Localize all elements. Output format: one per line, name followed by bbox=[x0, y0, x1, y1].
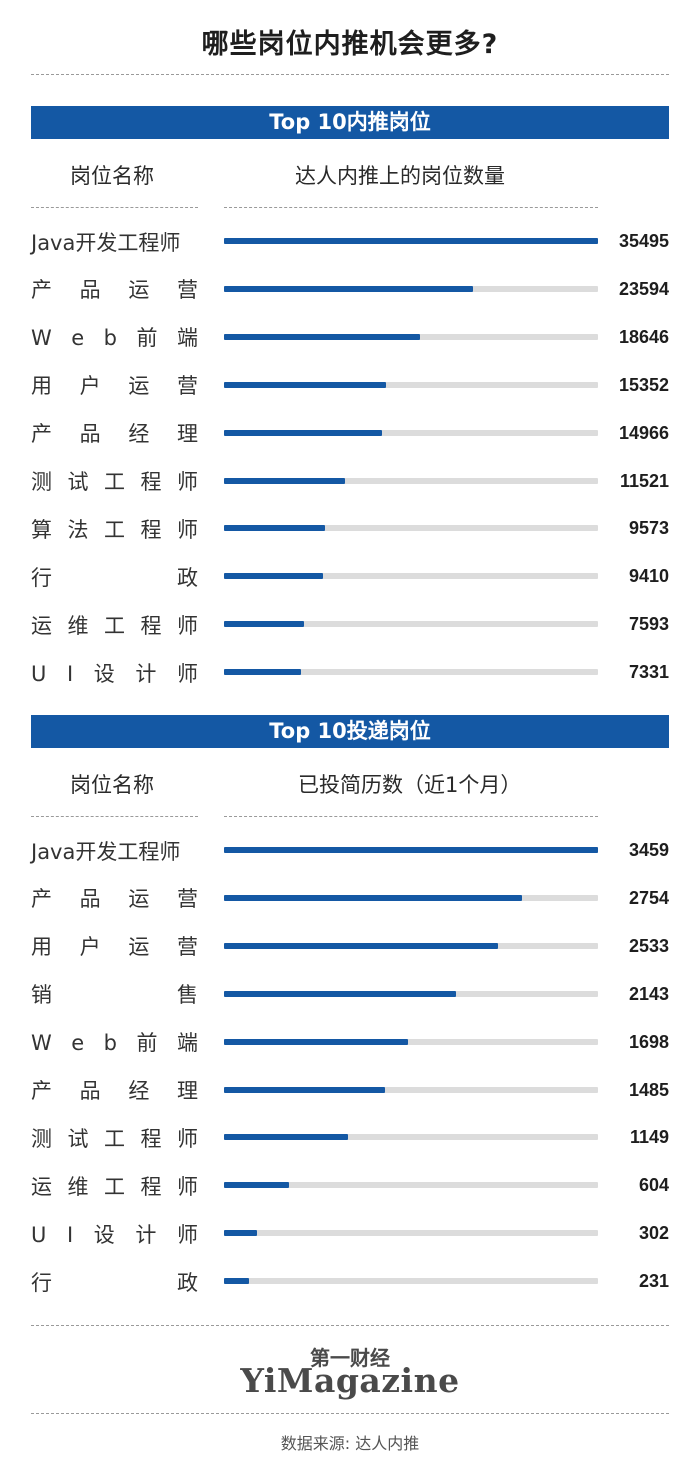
data-label: 11521 bbox=[619, 470, 669, 491]
divider bbox=[31, 74, 669, 75]
bar bbox=[224, 847, 598, 853]
category-label: Java开发工程师 bbox=[31, 839, 181, 864]
axis-label: 已投简历数（近1个月） bbox=[298, 773, 522, 797]
category-label: 产品经理 bbox=[31, 422, 198, 447]
bar-track bbox=[224, 238, 598, 244]
divider bbox=[224, 816, 598, 817]
data-label: 35495 bbox=[618, 231, 669, 251]
divider bbox=[224, 207, 598, 208]
bar-track bbox=[224, 669, 598, 676]
data-label: 2143 bbox=[628, 983, 669, 1004]
category-label: 测试工程师 bbox=[31, 1126, 198, 1151]
category-label: 运维工程师 bbox=[31, 1174, 198, 1199]
data-label: 15352 bbox=[618, 374, 669, 395]
category-label: Java开发工程师 bbox=[31, 230, 181, 255]
bar-track bbox=[224, 333, 598, 340]
data-label: 18646 bbox=[618, 326, 669, 347]
data-label: 1698 bbox=[628, 1031, 669, 1052]
chart-title-applications: Top 10投递岗位 bbox=[31, 715, 669, 748]
divider bbox=[31, 816, 198, 817]
bar bbox=[224, 1182, 290, 1189]
data-label: 3459 bbox=[628, 840, 669, 860]
data-label: 231 bbox=[638, 1271, 669, 1292]
bar-track bbox=[224, 1230, 598, 1237]
bar bbox=[224, 238, 598, 244]
bar-track bbox=[224, 1134, 598, 1141]
bar-track bbox=[224, 990, 598, 997]
data-label: 2533 bbox=[628, 935, 669, 956]
category-label: 用户运营 bbox=[31, 374, 198, 399]
bar-track bbox=[224, 942, 598, 949]
bar-track bbox=[224, 894, 598, 901]
bar bbox=[224, 285, 473, 292]
data-source: 数据来源: 达人内推 bbox=[280, 1434, 420, 1453]
bar bbox=[224, 429, 382, 436]
bar-track bbox=[224, 285, 598, 292]
category-label: 销售 bbox=[31, 983, 198, 1008]
logo-english: YiMagazine bbox=[240, 1361, 460, 1400]
category-label: 产品运营 bbox=[31, 887, 198, 912]
bar-track bbox=[224, 573, 598, 580]
logo-chinese: 第一财经 bbox=[310, 1346, 390, 1370]
bar-track bbox=[224, 621, 598, 628]
data-label: 604 bbox=[638, 1175, 669, 1196]
category-header: 岗位名称 bbox=[70, 773, 154, 797]
bar bbox=[224, 669, 302, 676]
bar-track bbox=[224, 1278, 598, 1285]
category-label: 用户运营 bbox=[31, 935, 198, 960]
data-label: 7331 bbox=[628, 662, 669, 683]
category-label: 运维工程师 bbox=[31, 613, 198, 638]
data-label: 302 bbox=[638, 1223, 669, 1244]
bar bbox=[224, 573, 324, 580]
bar-track bbox=[224, 847, 598, 853]
category-label: 产品运营 bbox=[31, 278, 198, 303]
bar-track bbox=[224, 429, 598, 436]
axis-label: 达人内推上的岗位数量 bbox=[295, 164, 505, 188]
category-header: 岗位名称 bbox=[70, 164, 154, 188]
bar bbox=[224, 1038, 408, 1045]
category-label: 行政 bbox=[31, 565, 198, 590]
data-label: 23594 bbox=[618, 278, 669, 299]
data-label: 1485 bbox=[628, 1079, 669, 1100]
data-label: 9410 bbox=[628, 566, 669, 587]
data-label: 1149 bbox=[629, 1127, 669, 1148]
bar bbox=[224, 894, 522, 901]
bar-track bbox=[224, 477, 598, 484]
chart-title-referrals: Top 10内推岗位 bbox=[31, 106, 669, 139]
bar bbox=[224, 333, 421, 340]
category-label: 行政 bbox=[31, 1270, 198, 1295]
bar bbox=[224, 621, 304, 628]
page-title: 哪些岗位内推机会更多? bbox=[201, 29, 499, 60]
data-label: 9573 bbox=[628, 518, 669, 539]
bar bbox=[224, 1086, 385, 1093]
category-label: 产品经理 bbox=[31, 1079, 198, 1103]
data-label: 7593 bbox=[628, 614, 669, 635]
category-label: 算法工程师 bbox=[31, 517, 198, 542]
divider bbox=[31, 1325, 669, 1326]
divider bbox=[31, 207, 198, 208]
bar bbox=[224, 477, 346, 484]
divider bbox=[31, 1413, 669, 1414]
bar-track bbox=[224, 1086, 598, 1093]
bar bbox=[224, 1278, 249, 1285]
bar bbox=[224, 1134, 349, 1141]
data-label: 14966 bbox=[618, 422, 669, 443]
bar bbox=[224, 525, 325, 532]
bar-track bbox=[224, 1038, 598, 1045]
bar-track bbox=[224, 1182, 598, 1189]
bar bbox=[224, 990, 456, 997]
bar bbox=[224, 942, 498, 949]
bar-track bbox=[224, 525, 598, 532]
bar bbox=[224, 381, 386, 388]
bar-track bbox=[224, 381, 598, 388]
data-label: 2754 bbox=[628, 887, 669, 908]
category-label: 测试工程师 bbox=[31, 470, 198, 494]
bar bbox=[224, 1230, 257, 1237]
